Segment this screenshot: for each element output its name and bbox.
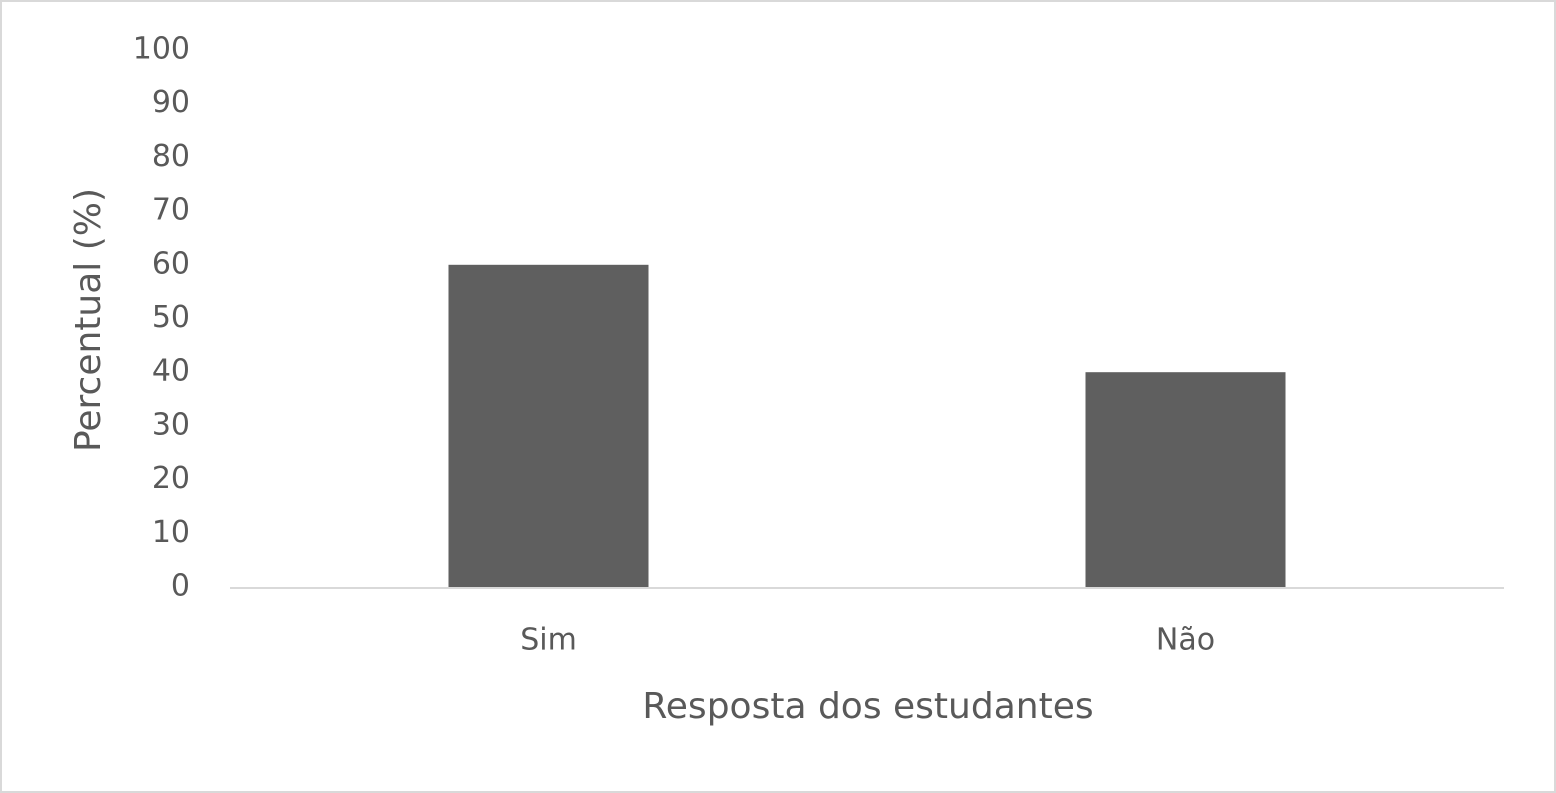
x-tick-label: Não [1156,623,1215,658]
y-tick-label: 20 [152,461,190,496]
y-tick-label: 70 [152,193,190,228]
y-tick-label: 0 [171,569,190,604]
y-tick-label: 60 [152,246,190,281]
y-tick-label: 100 [133,32,190,67]
x-tick-label: Sim [520,623,577,658]
y-tick-label: 40 [152,354,190,389]
y-tick-label: 30 [152,407,190,442]
bar [448,264,649,587]
x-axis-label: Resposta dos estudantes [642,686,1093,727]
y-axis-label: Percentual (%) [68,188,109,452]
y-tick-label: 10 [152,515,190,550]
y-tick-label: 90 [152,85,190,120]
bar [1085,372,1286,587]
y-tick-label: 80 [152,139,190,174]
y-tick-label: 50 [152,300,190,335]
